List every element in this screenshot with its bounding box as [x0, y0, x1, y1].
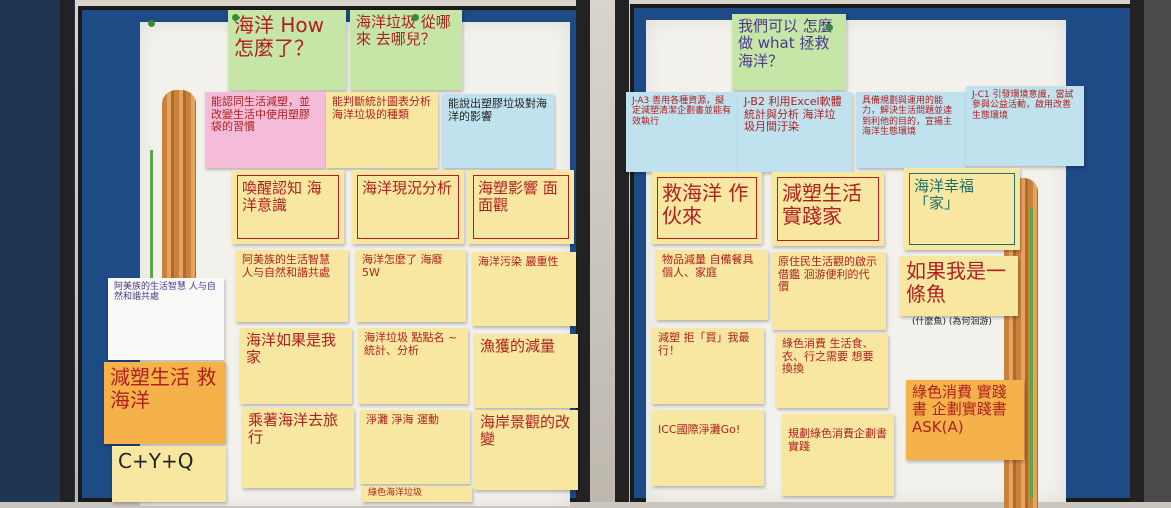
push-pin-icon [148, 20, 155, 27]
sticky-note: 阿美族的生活智慧 人与自然和諧共處 [236, 250, 348, 322]
sticky-note: C+Y+Q [112, 446, 226, 502]
sticky-note: 海岸景觀的改變 [474, 410, 578, 490]
sticky-note: J-B2 利用Excel軟體 統計與分析 海洋垃圾月間汙染 [738, 92, 852, 172]
sticky-note: 漁獲的減量 [474, 334, 578, 408]
sticky-note: 海洋污染 嚴重性 [472, 252, 576, 326]
sticky-note: J-A3 善用各種資源，擬定減塑清潔企劃書並能有效執行 [626, 92, 738, 172]
sticky-note: 海洋垃圾 從哪來 去哪兒？ [350, 10, 462, 90]
sticky-note: 減塑生活 救海洋 [104, 362, 226, 444]
sticky-note: 海塑影響 面面觀 [468, 170, 574, 244]
sticky-note: 綠色消費 實踐書 企劃實踐書 ASK(A) [906, 380, 1024, 460]
sticky-note: (什麼魚) (為何洄游) [912, 317, 992, 327]
sticky-note: 喚醒認知 海洋意識 [232, 170, 344, 244]
sticky-note: 能認同生活減塑，並改變生活中使用塑膠袋的習慣 [205, 92, 325, 168]
push-pin-icon [232, 14, 239, 21]
sticky-note: 綠色海洋垃圾 [362, 486, 472, 502]
center-pole-right [615, 0, 629, 502]
tree-trunk-drawing [162, 90, 196, 290]
sticky-note: 減塑生活 實踐家 [772, 172, 884, 246]
sticky-note: 綠色消費 生活食、衣、行之需要 想要換換 [776, 334, 888, 408]
sticky-note: 減塑 拒「買」我最行！ [652, 328, 764, 404]
sticky-note: 原住民生活觀的啟示 借鑑 洄游便利的代價 [772, 252, 886, 330]
right-pole [1130, 0, 1144, 502]
left-pole [60, 0, 74, 502]
sticky-note: 阿美族的生活智慧 人与自然和諧共處 [108, 278, 224, 360]
sticky-note: 海洋 How 怎麼了？ [228, 10, 346, 90]
sticky-note: ICC國際淨灘Go! [652, 410, 764, 486]
sticky-note: 能說出塑膠垃圾對海洋的影響 [442, 94, 554, 168]
sticky-note: 海洋如果是我家 [240, 328, 352, 404]
sticky-note: 海洋怎麼了 海廢5W [356, 250, 466, 322]
sticky-note: 能判斷統計圖表分析海洋垃圾的種類 [326, 92, 438, 168]
sticky-note: 海洋現況分析 [352, 170, 464, 244]
vine-drawing [150, 150, 153, 310]
center-pole-left [576, 0, 590, 502]
sticky-note: 海洋幸福「家」 [904, 168, 1020, 250]
push-pin-icon [412, 14, 419, 21]
push-pin-icon [826, 24, 833, 31]
vine-drawing-right [1030, 208, 1033, 498]
sticky-note: 物品減量 自備餐具 個人、家庭 [656, 250, 768, 320]
sticky-note: 淨灘 淨海 運動 [360, 410, 470, 484]
sticky-note: 如果我是一條魚 [900, 256, 1018, 316]
sticky-note: 海洋垃圾 點點名 ~統計、分析 [358, 328, 468, 404]
sticky-note: 救海洋 作伙來 [652, 172, 762, 244]
sticky-note: J-C1 引發環境意識，當試參與公益活動，啟用改善生態環境 [966, 86, 1084, 166]
sticky-note: 具備規劃與運用的能力，解決生活問題並達到利他的目的，宣揚主海洋生態環境 [856, 92, 966, 168]
sticky-note: 規劃綠色消費企劃書 實踐 [782, 414, 894, 496]
sticky-note: 乘著海洋去旅行 [242, 408, 354, 488]
